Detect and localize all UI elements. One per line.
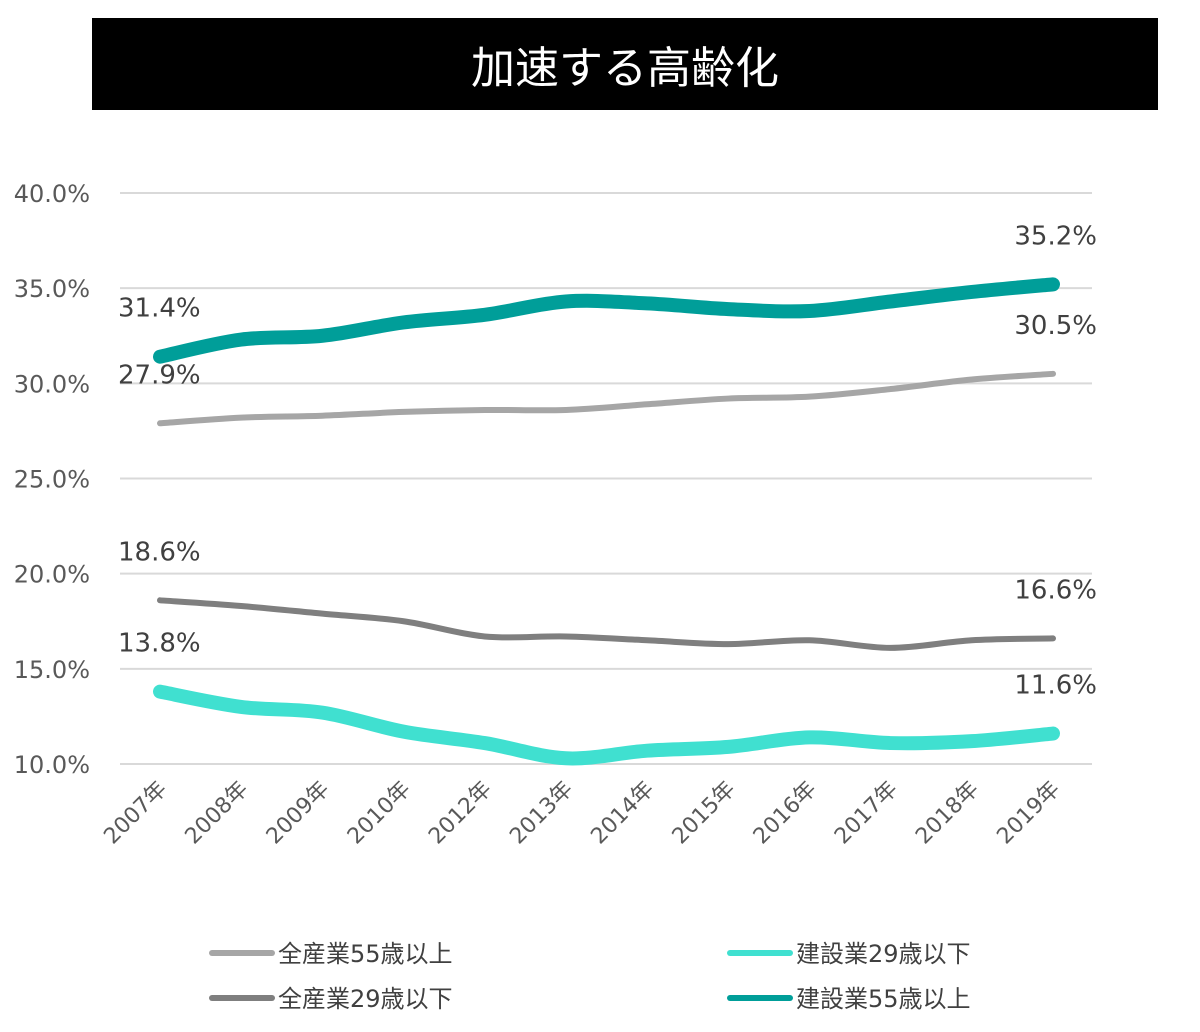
chart-title: 加速する高齢化 xyxy=(92,18,1158,110)
x-tick-label: 2008年 xyxy=(181,777,254,850)
x-tick-label: 2019年 xyxy=(992,777,1065,850)
x-tick-label: 2015年 xyxy=(668,777,741,850)
data-label: 27.9% xyxy=(118,360,201,390)
x-tick-label: 2017年 xyxy=(830,777,903,850)
legend-label: 建設業55歳以上 xyxy=(796,985,971,1013)
x-tick-label: 2013年 xyxy=(505,777,578,850)
series-line xyxy=(153,277,1060,364)
x-tick-label: 2012年 xyxy=(424,777,497,850)
x-tick-label: 2014年 xyxy=(587,777,660,850)
data-label: 35.2% xyxy=(1014,221,1097,251)
y-tick-label: 15.0% xyxy=(14,656,90,684)
y-tick-label: 40.0% xyxy=(14,180,90,208)
series-line xyxy=(153,684,1060,766)
data-label: 13.8% xyxy=(118,629,201,659)
x-tick-label: 2018年 xyxy=(911,777,984,850)
x-tick-label: 2007年 xyxy=(99,777,172,850)
legend-label: 全産業29歳以下 xyxy=(278,985,453,1013)
series-line xyxy=(157,370,1056,427)
x-tick-label: 2009年 xyxy=(262,777,335,850)
x-tick-label: 2010年 xyxy=(343,777,416,850)
y-tick-label: 25.0% xyxy=(14,466,90,494)
data-label: 16.6% xyxy=(1014,575,1097,605)
y-tick-label: 20.0% xyxy=(14,561,90,589)
data-label: 11.6% xyxy=(1014,671,1097,701)
y-tick-label: 35.0% xyxy=(14,275,90,303)
y-tick-label: 30.0% xyxy=(14,370,90,398)
data-label: 31.4% xyxy=(118,294,201,324)
x-tick-label: 2016年 xyxy=(749,777,822,850)
data-label: 18.6% xyxy=(118,537,201,567)
y-tick-label: 10.0% xyxy=(14,751,90,779)
legend-label: 建設業29歳以下 xyxy=(796,940,971,968)
legend-label: 全産業55歳以上 xyxy=(278,940,453,968)
series-line xyxy=(157,597,1056,651)
data-label: 30.5% xyxy=(1014,311,1097,341)
